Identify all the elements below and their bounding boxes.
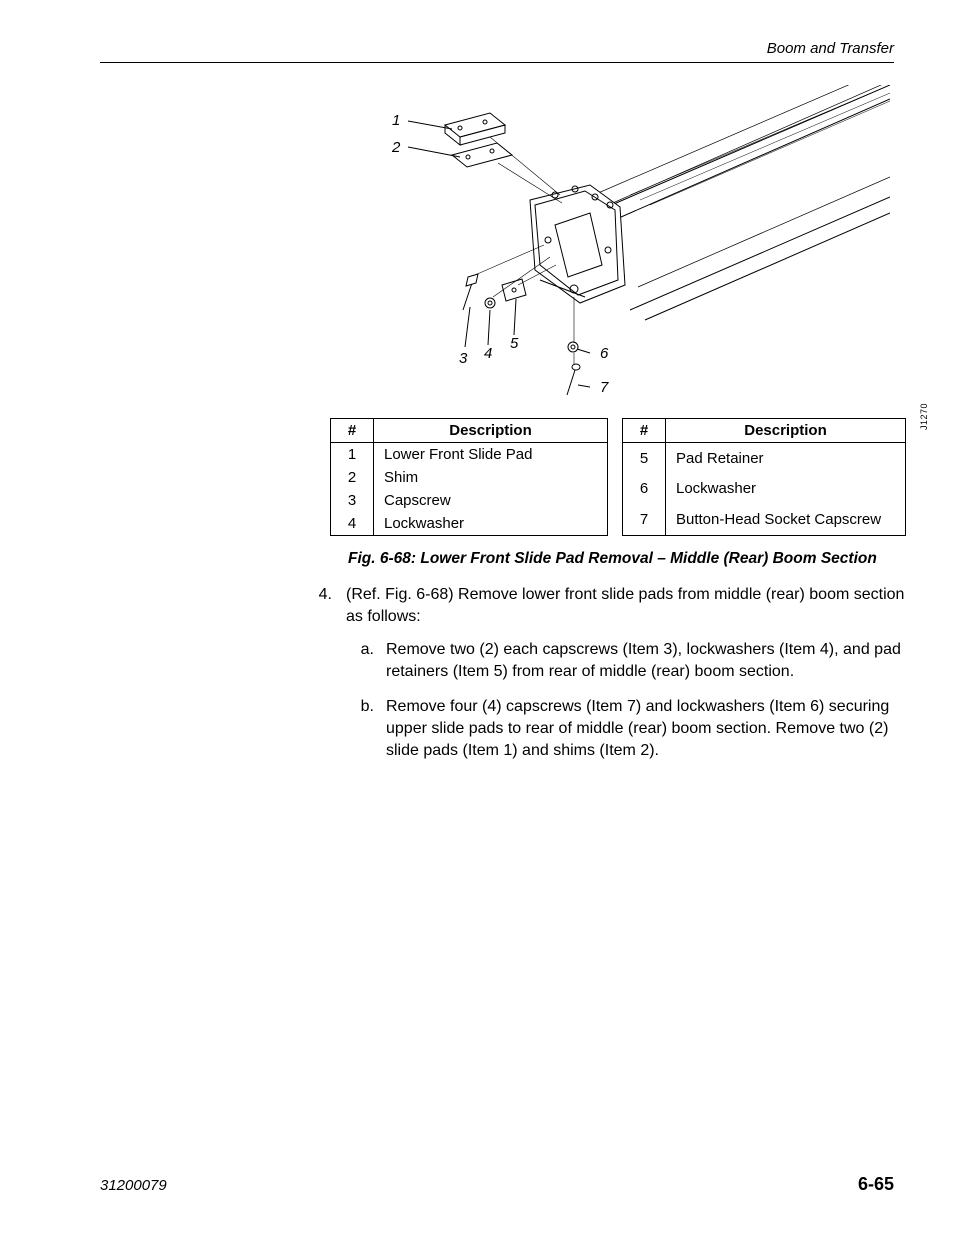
col-header-num: #	[331, 419, 374, 443]
callout-5: 5	[510, 335, 519, 352]
substep-a: a. Remove two (2) each capscrews (Item 3…	[346, 639, 909, 682]
table-row: 2Shim	[331, 466, 608, 489]
table-row: 3Capscrew	[331, 489, 608, 512]
document-number: 31200079	[100, 1177, 167, 1194]
parts-tables: # Description 1Lower Front Slide Pad 2Sh…	[330, 418, 909, 536]
procedure-steps: 4. (Ref. Fig. 6-68) Remove lower front s…	[304, 584, 909, 775]
callout-4: 4	[484, 345, 492, 362]
substep-text: Remove two (2) each capscrews (Item 3), …	[386, 639, 909, 682]
substeps: a. Remove two (2) each capscrews (Item 3…	[346, 639, 909, 761]
exploded-view-svg: 1 2 3 4 5 6 7	[330, 85, 890, 410]
substep-letter: b.	[346, 696, 386, 761]
col-header-desc: Description	[666, 419, 906, 443]
running-header: Boom and Transfer	[767, 40, 894, 57]
table-row: 6Lockwasher	[623, 474, 906, 505]
step-body: (Ref. Fig. 6-68) Remove lower front slid…	[346, 584, 909, 775]
parts-table-left: # Description 1Lower Front Slide Pad 2Sh…	[330, 418, 608, 536]
step-intro: (Ref. Fig. 6-68) Remove lower front slid…	[346, 586, 904, 625]
content-area: 1 2 3 4 5 6 7 J1270 # Description	[330, 85, 909, 787]
page-number: 6-65	[858, 1174, 894, 1195]
table-row: 7Button-Head Socket Capscrew	[623, 504, 906, 535]
col-header-desc: Description	[374, 419, 608, 443]
header-rule	[100, 62, 894, 63]
col-header-num: #	[623, 419, 666, 443]
figure-caption: Fig. 6-68: Lower Front Slide Pad Removal…	[348, 550, 909, 568]
parts-table-right: # Description 5Pad Retainer 6Lockwasher …	[622, 418, 906, 536]
table-row: 4Lockwasher	[331, 512, 608, 536]
table-row: 1Lower Front Slide Pad	[331, 443, 608, 467]
step-number: 4.	[304, 584, 346, 775]
substep-text: Remove four (4) capscrews (Item 7) and l…	[386, 696, 909, 761]
callout-1: 1	[392, 112, 400, 129]
page: Boom and Transfer	[0, 0, 954, 1235]
table-row: 5Pad Retainer	[623, 443, 906, 474]
step-4: 4. (Ref. Fig. 6-68) Remove lower front s…	[304, 584, 909, 775]
figure-6-68: 1 2 3 4 5 6 7 J1270	[330, 85, 890, 410]
substep-letter: a.	[346, 639, 386, 682]
callout-6: 6	[600, 345, 609, 362]
figure-code: J1270	[919, 403, 929, 430]
callout-3: 3	[459, 350, 468, 367]
page-footer: 31200079 6-65	[100, 1174, 894, 1195]
callout-7: 7	[600, 379, 609, 396]
callout-2: 2	[391, 139, 401, 156]
substep-b: b. Remove four (4) capscrews (Item 7) an…	[346, 696, 909, 761]
